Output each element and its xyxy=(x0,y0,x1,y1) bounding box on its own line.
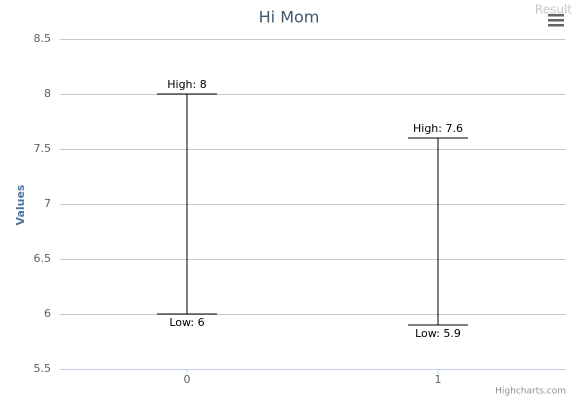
menu-bar xyxy=(548,19,564,22)
data-label: High: 8 xyxy=(167,78,206,91)
menu-bar xyxy=(548,24,564,27)
data-label: High: 7.6 xyxy=(413,122,463,135)
menu-button[interactable] xyxy=(548,14,564,27)
y-tick-label: 6 xyxy=(44,307,51,320)
y-tick-label: 5.5 xyxy=(34,362,52,375)
y-tick-label: 8.5 xyxy=(34,32,52,45)
y-tick-label: 8 xyxy=(44,87,51,100)
y-axis-title: Values xyxy=(14,184,27,225)
x-tick-label: 0 xyxy=(184,373,191,386)
chart-title: Hi Mom xyxy=(259,8,320,27)
x-tick-label: 1 xyxy=(435,373,442,386)
menu-bar xyxy=(548,14,564,17)
credits[interactable]: Highcharts.com xyxy=(495,387,566,397)
corner-label: Result xyxy=(535,3,572,17)
data-label: Low: 6 xyxy=(169,316,204,329)
y-tick-label: 7.5 xyxy=(34,142,52,155)
y-tick-label: 6.5 xyxy=(34,252,52,265)
data-label: Low: 5.9 xyxy=(415,327,461,340)
y-tick-label: 7 xyxy=(44,197,51,210)
